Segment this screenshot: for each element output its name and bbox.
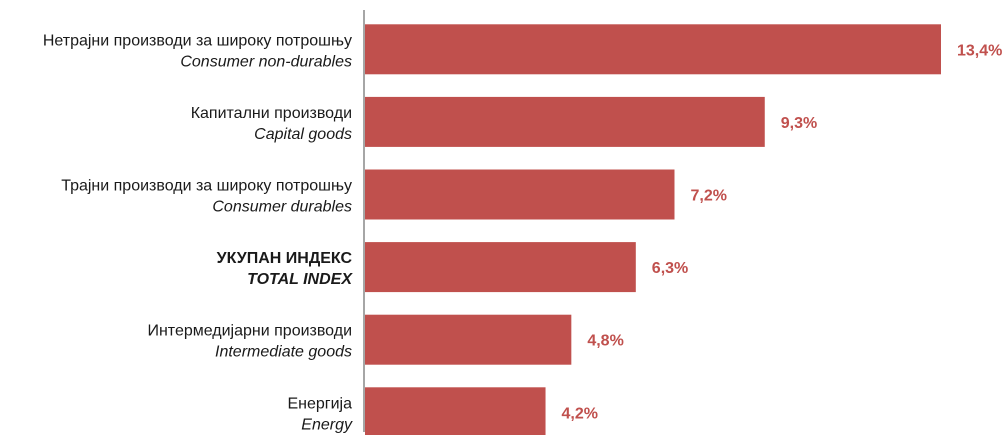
- category-label-en: Consumer durables: [212, 199, 352, 216]
- value-label: 6,3%: [652, 260, 688, 277]
- value-label: 9,3%: [781, 115, 817, 132]
- bars-group: [365, 24, 941, 435]
- bar: [365, 387, 546, 435]
- value-label: 13,4%: [957, 42, 1002, 59]
- category-label-en: Capital goods: [254, 126, 352, 143]
- value-label: 7,2%: [690, 188, 726, 205]
- category-label-en: Energy: [301, 416, 353, 433]
- category-labels-group: Нетрајни производи за широку потрошњу Con…: [43, 32, 354, 433]
- category-label-en: Intermediate goods: [215, 344, 352, 361]
- bar: [365, 24, 941, 75]
- category-label-sr: Интермедијарни производи: [147, 323, 352, 340]
- category-label-sr: УКУПАН ИНДЕКС: [217, 250, 353, 267]
- category-label-sr: Капитални производи: [191, 105, 352, 122]
- category-label-sr: Нетрајни производи за широку потрошњу: [43, 32, 352, 49]
- category-label-en: TOTAL INDEX: [247, 271, 353, 288]
- category-label-en: Consumer non-durables: [180, 53, 352, 70]
- bar: [365, 96, 765, 147]
- value-label: 4,8%: [587, 333, 623, 350]
- category-label-sr: Трајни производи за широку потрошњу: [61, 178, 352, 195]
- bar: [365, 242, 636, 293]
- value-label: 4,2%: [562, 405, 598, 422]
- bar: [365, 169, 675, 220]
- category-label-sr: Енергија: [287, 395, 352, 412]
- value-labels-group: 13,4% 9,3% 7,2% 6,3% 4,8% 4,2%: [562, 42, 1003, 422]
- bar: [365, 314, 572, 365]
